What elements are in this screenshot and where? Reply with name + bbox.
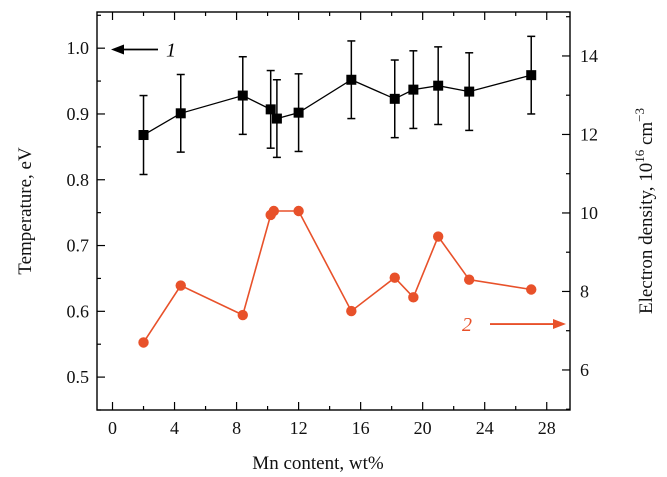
right-y-tick-label: 8: [580, 281, 589, 301]
electron-density-point: [346, 305, 357, 317]
temperature-point: [464, 86, 475, 97]
electron-density-point: [268, 205, 279, 217]
temperature-point: [237, 90, 248, 101]
arrow-1-head: [111, 44, 124, 55]
electron-density-point: [293, 205, 304, 217]
electron-density-point: [138, 337, 149, 348]
x-tick-label: 12: [290, 418, 308, 438]
x-tick-label: 24: [476, 418, 494, 438]
temperature-point: [265, 104, 276, 115]
x-tick-label: 4: [170, 418, 179, 438]
electron-density-point: [408, 292, 419, 303]
electron-density-line: [142, 210, 532, 343]
right-y-axis-ticks: 6 8 10 12 14: [562, 16, 598, 410]
plot-frame: [96, 11, 571, 411]
right-y-tick-label: 6: [580, 360, 589, 380]
left-y-tick-label: 0.8: [67, 170, 90, 190]
right-y-tick-label: 10: [580, 203, 598, 223]
temperature-point: [293, 107, 304, 118]
temperature-point: [526, 70, 537, 81]
x-axis-ticks: 0 4 8 12 16 20 24 28: [108, 12, 556, 438]
temperature-line: [143, 74, 532, 136]
right-y-tick-label: 14: [580, 46, 598, 66]
x-tick-label: 16: [352, 418, 370, 438]
temperature-point: [389, 93, 400, 104]
temperature-point: [433, 80, 444, 91]
electron-density-point: [526, 284, 537, 295]
x-tick-label: 28: [538, 418, 556, 438]
temperature-point: [408, 84, 419, 95]
left-y-tick-label: 0.5: [67, 367, 90, 387]
temperature-point: [271, 113, 282, 124]
electron-density-point: [463, 274, 475, 285]
arrow-2-head: [553, 319, 566, 330]
left-y-tick-label: 0.7: [67, 236, 90, 256]
electron-density-point: [175, 280, 186, 291]
annotation-1-label: 1: [166, 39, 176, 61]
x-tick-label: 0: [108, 418, 117, 438]
x-tick-label: 8: [232, 418, 241, 438]
right-y-tick-label: 12: [580, 124, 598, 144]
x-tick-label: 20: [414, 418, 432, 438]
left-y-tick-label: 0.9: [67, 104, 90, 124]
electron-density-point: [237, 309, 248, 321]
electron-density-series: [138, 205, 537, 348]
left-y-axis-ticks: 0.5 0.6 0.7 0.8 0.9 1.0: [67, 14, 105, 411]
series-annotations: 12: [111, 39, 566, 336]
temperature-point: [138, 130, 149, 141]
annotation-2-label: 2: [462, 314, 472, 336]
left-y-tick-label: 1.0: [67, 38, 90, 58]
x-axis-title: Mn content, wt%: [252, 453, 384, 474]
temperature-series: [138, 35, 537, 176]
electron-density-point: [389, 272, 400, 283]
right-y-axis-title: Electron density, 1016 cm−3: [632, 108, 657, 314]
axes-frame: [96, 11, 571, 411]
temperature-point: [175, 108, 186, 119]
left-y-axis-title: Temperature, eV: [15, 147, 36, 275]
left-y-tick-label: 0.6: [67, 301, 90, 321]
electron-density-point: [432, 231, 444, 242]
temperature-point: [346, 74, 357, 85]
